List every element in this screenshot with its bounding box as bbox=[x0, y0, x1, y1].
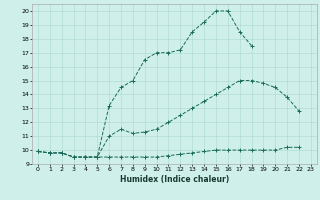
X-axis label: Humidex (Indice chaleur): Humidex (Indice chaleur) bbox=[120, 175, 229, 184]
